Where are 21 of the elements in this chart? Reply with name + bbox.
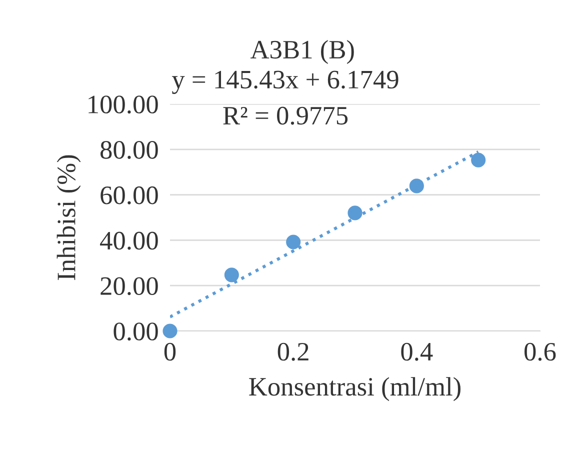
point [162,324,178,338]
y-tick-label: 40.00 [100,232,158,250]
x-tick-label: 0.4 [401,342,433,361]
y-tick-label: 20.00 [100,277,158,296]
point [471,152,486,168]
chart-title: A3B1 (B) [250,40,354,64]
annotation: R² = 0.9775 [223,106,348,125]
x-tick-label: 0 [164,342,176,361]
point [286,234,301,250]
y-axis-title: Inhibisi (%) [56,155,81,280]
point [348,206,362,220]
y-tick-label: 80.00 [100,141,158,159]
y-tick-label: 60.00 [100,186,158,204]
text: y = 145.43x + 6.1749 [172,70,398,94]
point [409,178,424,194]
y-tick-label: 0.00 [114,322,158,341]
x-tick-label: 0.2 [278,342,308,361]
x-tick-label: 0.6 [524,342,556,361]
y-tick-label: 100.00 [88,96,158,114]
point [224,268,239,282]
x-axis-title: Konsentrasi (ml/ml) [249,377,460,402]
